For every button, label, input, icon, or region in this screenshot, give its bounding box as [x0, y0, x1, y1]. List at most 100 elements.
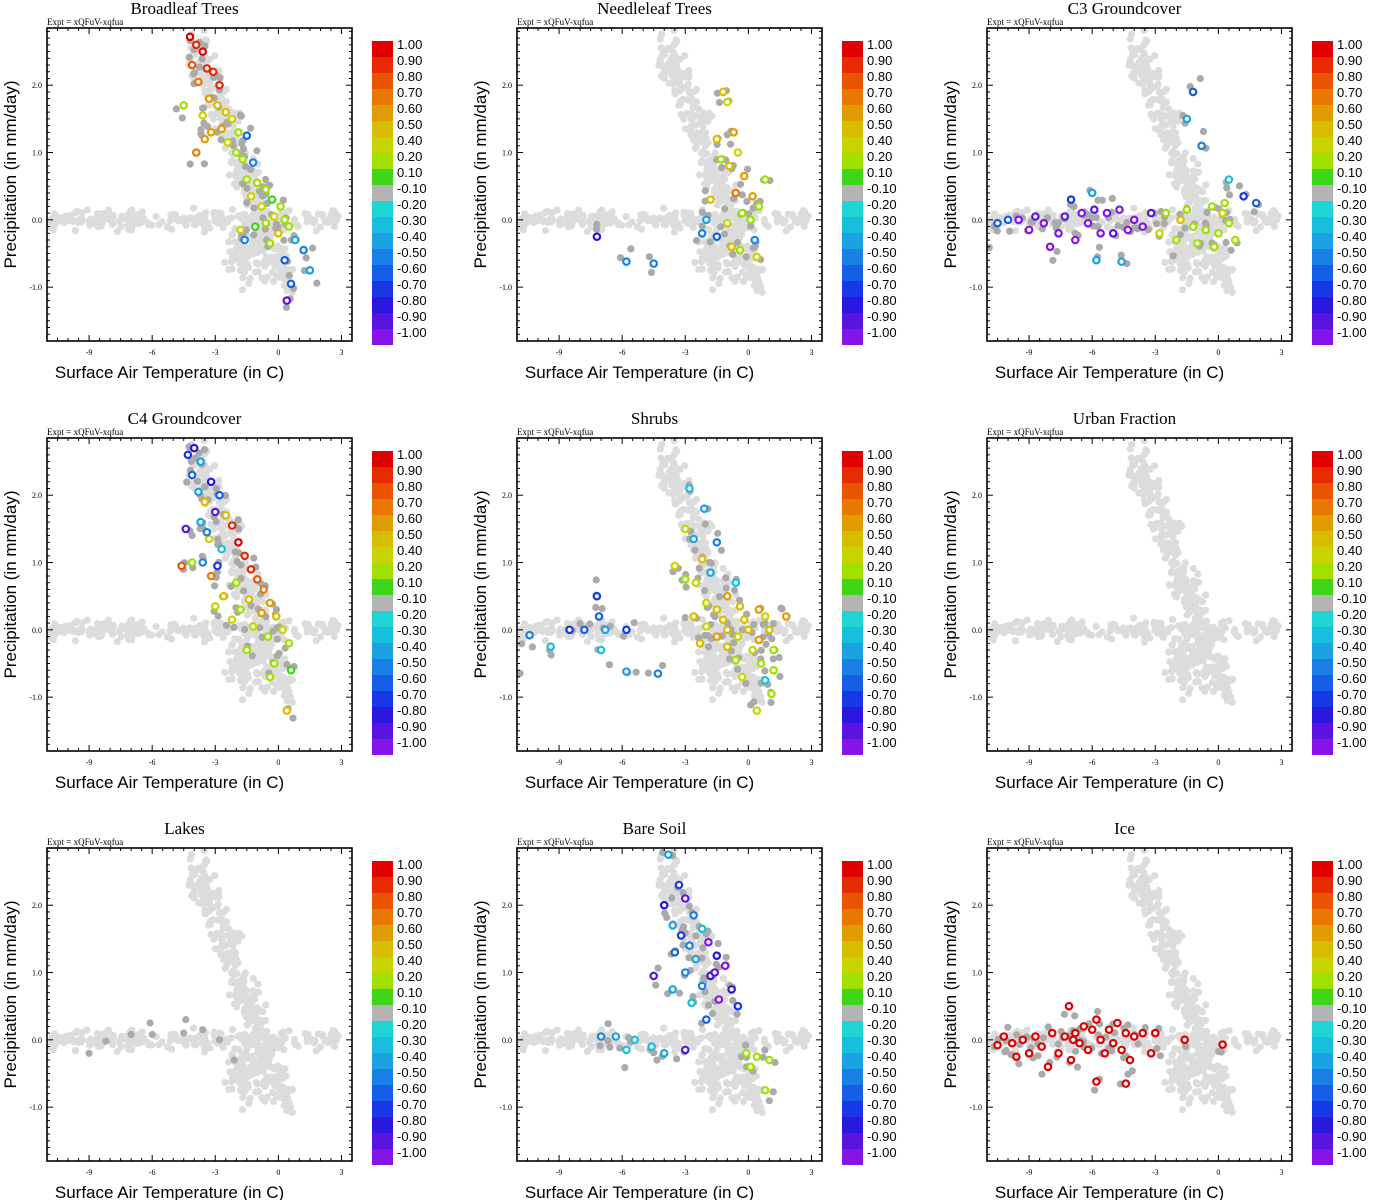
gray-point — [704, 632, 712, 640]
background-point — [158, 218, 166, 226]
background-point — [256, 649, 264, 657]
gray-point — [775, 653, 783, 662]
gray-point — [547, 651, 555, 659]
background-point — [219, 223, 227, 231]
plot-frame — [46, 437, 353, 752]
gray-point — [761, 667, 769, 675]
background-point — [721, 268, 730, 276]
data-point — [754, 635, 764, 645]
background-point — [202, 619, 210, 627]
gray-point — [191, 69, 199, 77]
colorbar-swatch — [372, 707, 393, 723]
colorbar-label: -0.20 — [867, 607, 897, 622]
scatter-points — [517, 28, 812, 296]
gray-point — [734, 665, 742, 673]
background-point — [290, 625, 299, 634]
background-point — [240, 250, 248, 258]
gray-point — [214, 612, 222, 620]
gray-point — [747, 222, 755, 230]
gray-point — [222, 621, 231, 629]
background-point — [700, 180, 709, 188]
background-point — [1225, 278, 1233, 286]
background-point — [217, 213, 226, 221]
colorbar-label: -0.70 — [867, 277, 897, 292]
x-axis-label: Surface Air Temperature (in C) — [525, 363, 754, 382]
background-point — [1174, 164, 1182, 172]
colorbar-label: -0.50 — [1337, 245, 1367, 260]
data-point — [1188, 87, 1198, 97]
panel-title: Broadleaf Trees — [130, 0, 238, 18]
background-point — [557, 625, 565, 633]
colorbar-swatch — [1312, 217, 1333, 233]
background-point — [228, 675, 236, 683]
colorbar-label: -0.40 — [867, 639, 897, 654]
background-point — [235, 667, 243, 675]
background-point — [1193, 260, 1202, 268]
gray-point — [720, 230, 729, 238]
data-point — [227, 615, 237, 625]
data-point — [236, 605, 245, 614]
background-point — [1216, 244, 1224, 252]
gray-point — [528, 643, 537, 651]
background-point — [567, 632, 575, 640]
background-point — [556, 631, 564, 639]
background-point — [703, 150, 711, 158]
gray-point — [778, 605, 786, 613]
data-point — [1090, 205, 1099, 215]
background-point — [278, 665, 286, 673]
y-tick-label: 1.0 — [502, 559, 512, 568]
background-point — [988, 215, 996, 223]
background-point — [535, 211, 543, 219]
background-point — [285, 207, 293, 215]
scatter-points — [987, 438, 1282, 706]
gray-point — [1006, 227, 1014, 235]
colorbar-swatch — [372, 579, 393, 595]
gray-point — [1094, 196, 1102, 204]
x-tick-label: -3 — [682, 348, 689, 357]
background-point — [87, 625, 95, 633]
gray-point — [1225, 191, 1234, 199]
x-tick-label: -3 — [212, 758, 219, 767]
data-point — [517, 662, 518, 665]
background-point — [318, 621, 326, 629]
data-point — [680, 575, 690, 584]
plot-frame — [516, 27, 823, 342]
background-point — [238, 286, 247, 294]
colorbar-swatch — [842, 169, 863, 185]
data-point — [699, 504, 709, 514]
background-point — [689, 633, 697, 642]
colorbar-label: 0.70 — [867, 495, 892, 510]
y-axis-label: Precipitation (in mm/day) — [1, 80, 20, 268]
data-point — [565, 625, 574, 635]
data-point — [729, 128, 739, 137]
background-point — [101, 212, 109, 220]
data-point — [722, 218, 732, 228]
background-point — [136, 219, 144, 227]
background-point — [1209, 277, 1218, 285]
gray-point — [250, 204, 258, 212]
background-point — [694, 515, 703, 523]
gray-point — [722, 574, 730, 582]
data-point — [1182, 114, 1192, 124]
gray-point — [273, 635, 281, 643]
background-point — [711, 149, 719, 157]
data-point — [993, 218, 1002, 228]
data-point — [1031, 212, 1040, 221]
gray-point — [698, 222, 706, 230]
background-point — [725, 608, 733, 616]
background-point — [258, 274, 266, 282]
gray-point — [183, 478, 191, 486]
data-point — [712, 232, 722, 242]
data-point — [206, 571, 216, 581]
gray-point — [261, 225, 269, 233]
colorbar-swatch — [1312, 153, 1333, 169]
gray-point — [769, 655, 777, 663]
colorbar-swatch — [372, 643, 393, 659]
colorbar-swatch — [1312, 329, 1333, 345]
gray-point — [237, 112, 245, 120]
data-point — [261, 218, 271, 228]
x-axis-label: Surface Air Temperature (in C) — [525, 773, 754, 792]
background-point — [200, 638, 209, 646]
data-point — [622, 257, 631, 266]
background-point — [244, 214, 253, 222]
